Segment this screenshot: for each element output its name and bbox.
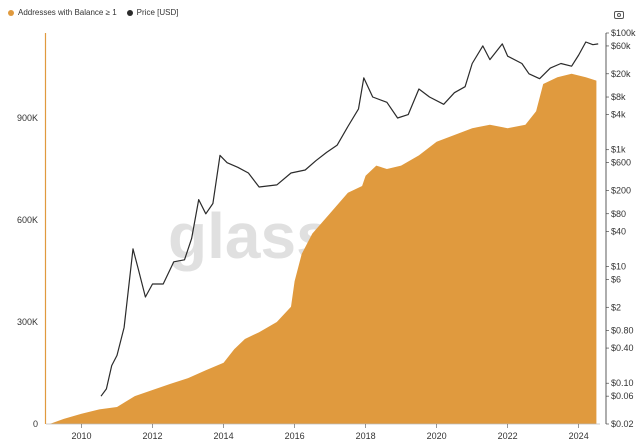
legend-dot-addresses: [8, 9, 14, 16]
right-tick-label: $10: [611, 261, 626, 271]
axes-layer: 0 300K 600K 900K $0.02 $0.06 $0.10 $0.40 $0.80 $2…: [17, 28, 636, 441]
price-line-layer: [100, 41, 599, 397]
x-tick-label: 2016: [285, 431, 305, 441]
addresses-area-layer: [49, 73, 597, 425]
x-tick-label: 2020: [427, 431, 447, 441]
right-tick-label: $0.10: [611, 378, 634, 388]
left-tick-label: 300K: [17, 317, 38, 327]
right-tick-label: $0.02: [611, 419, 634, 429]
x-tick-label: 2014: [214, 431, 234, 441]
right-tick-label: $0.40: [611, 343, 634, 353]
left-tick-label: 900K: [17, 113, 38, 123]
right-tick-label: $600: [611, 158, 631, 168]
x-tick-label: 2010: [71, 431, 91, 441]
right-tick-label: $8k: [611, 92, 626, 102]
legend-label-addresses: Addresses with Balance ≥ 1: [18, 8, 117, 17]
right-tick-label: $0.80: [611, 325, 634, 335]
right-tick-label: $2: [611, 302, 621, 312]
x-tick-label: 2012: [143, 431, 163, 441]
right-tick-label: $100k: [611, 28, 636, 38]
x-tick-label: 2022: [498, 431, 518, 441]
right-tick-label: $4k: [611, 110, 626, 120]
legend: Addresses with Balance ≥ 1 Price [USD]: [8, 8, 178, 17]
right-tick-label: $20k: [611, 69, 631, 79]
camera-icon[interactable]: [614, 11, 624, 19]
addresses-area: [49, 73, 597, 425]
x-tick-label: 2018: [356, 431, 376, 441]
right-tick-label: $6: [611, 274, 621, 284]
left-tick-label: 600K: [17, 215, 38, 225]
legend-dot-price: [126, 9, 133, 16]
legend-item-price[interactable]: Price [USD]: [126, 8, 179, 17]
x-tick-label: 2024: [569, 431, 589, 441]
right-tick-label: $60k: [611, 41, 631, 51]
right-tick-label: $0.06: [611, 391, 634, 401]
left-tick-label: 0: [33, 419, 38, 429]
right-tick-label: $80: [611, 209, 626, 219]
right-tick-label: $200: [611, 186, 631, 196]
price-line: [100, 41, 599, 397]
right-tick-label: $40: [611, 226, 626, 236]
right-tick-label: $1k: [611, 145, 626, 155]
legend-item-addresses[interactable]: Addresses with Balance ≥ 1: [8, 8, 117, 17]
legend-label-price: Price [USD]: [136, 8, 179, 17]
